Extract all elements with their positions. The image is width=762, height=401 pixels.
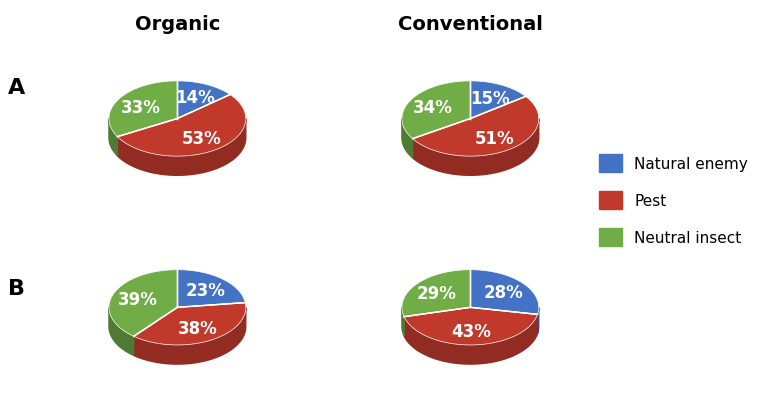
Polygon shape bbox=[402, 82, 470, 139]
Polygon shape bbox=[109, 82, 178, 137]
Polygon shape bbox=[402, 308, 404, 336]
Text: 53%: 53% bbox=[181, 130, 221, 148]
Polygon shape bbox=[134, 303, 246, 345]
Polygon shape bbox=[470, 82, 526, 119]
Polygon shape bbox=[412, 97, 539, 157]
Polygon shape bbox=[178, 270, 245, 308]
Title: Organic: Organic bbox=[135, 15, 220, 34]
Text: 15%: 15% bbox=[470, 89, 510, 107]
Text: 43%: 43% bbox=[452, 322, 491, 340]
Polygon shape bbox=[109, 119, 117, 156]
Polygon shape bbox=[537, 308, 539, 334]
Polygon shape bbox=[470, 270, 539, 315]
Legend: Natural enemy, Pest, Neutral insect: Natural enemy, Pest, Neutral insect bbox=[594, 148, 754, 253]
Polygon shape bbox=[109, 270, 178, 336]
Text: 28%: 28% bbox=[483, 284, 523, 302]
Polygon shape bbox=[404, 308, 537, 345]
Text: 29%: 29% bbox=[417, 284, 456, 302]
Text: 39%: 39% bbox=[117, 291, 158, 309]
Polygon shape bbox=[117, 119, 246, 176]
Polygon shape bbox=[402, 119, 412, 158]
Text: 38%: 38% bbox=[178, 319, 218, 337]
Polygon shape bbox=[117, 95, 246, 157]
Polygon shape bbox=[134, 308, 246, 364]
Polygon shape bbox=[412, 119, 539, 176]
Polygon shape bbox=[178, 82, 230, 119]
Title: Conventional: Conventional bbox=[398, 15, 543, 34]
Polygon shape bbox=[109, 308, 134, 356]
Text: 51%: 51% bbox=[475, 130, 514, 148]
Text: 23%: 23% bbox=[185, 281, 226, 299]
Text: 33%: 33% bbox=[121, 98, 161, 116]
Text: A: A bbox=[8, 78, 25, 98]
Polygon shape bbox=[402, 270, 470, 317]
Polygon shape bbox=[404, 315, 537, 364]
Text: 34%: 34% bbox=[413, 99, 453, 117]
Text: B: B bbox=[8, 279, 24, 299]
Text: 14%: 14% bbox=[175, 89, 216, 107]
